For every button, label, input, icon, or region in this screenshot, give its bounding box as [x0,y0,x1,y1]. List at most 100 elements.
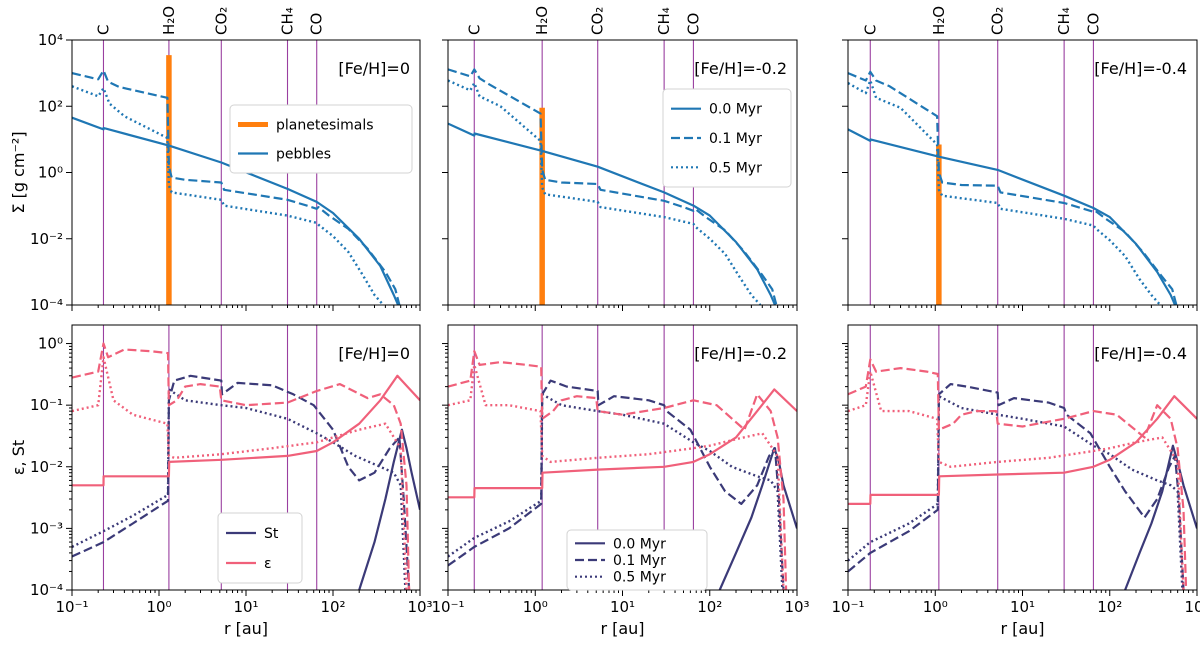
series-group [72,55,401,305]
legend-label: pebbles [276,147,331,163]
legend-label: ε [264,556,272,572]
y-tick-label: 10⁰ [38,164,63,182]
x-axis-label: r [au] [600,619,644,638]
x-tick-label: 10¹ [233,598,258,616]
x-tick-label: 10³ [407,598,432,616]
legend-label: 0.0 Myr [613,536,666,552]
y-tick-label: 10⁻² [30,458,63,476]
legend-label: planetesimals [276,118,374,134]
series-group [848,70,1178,305]
series--0-5-myr [448,363,785,590]
x-axis-label: r [au] [1000,619,1044,638]
series-group [448,350,797,590]
snowline-label: CH₄ [655,7,673,35]
panel-sigma-feh-0.2: C H₂O CO₂ CH₄ CO [Fe/H]=-0.2 0.0 Myr 0.1 Myr 0.5… [442,6,798,311]
series-st-0-1-myr [448,379,785,590]
series-0-0-myr [72,116,400,305]
x-tick-label: 10² [697,598,722,616]
panel-sigma-feh0: C H₂O CO₂ CH₄ CO 10⁻⁴ 10⁻² 10⁰ 10² 10⁴ Σ [g cm⁻²] [… [9,6,421,314]
y-tick-label: 10⁴ [38,31,63,49]
x-tick-label: 10² [1097,598,1122,616]
legend-box [229,104,413,174]
y-tick-label: 10⁻⁴ [30,296,63,314]
panel-label: [Fe/H]=0 [338,59,410,78]
legend-label: 0.1 Myr [709,131,762,147]
panel-label: [Fe/H]=-0.4 [1094,344,1187,363]
snowline-label: CO [684,13,702,35]
panel-label: [Fe/H]=-0.4 [1094,59,1187,78]
series-st-0-5-myr [448,393,784,590]
series-st-0-0-myr [358,428,420,590]
series-0-5-myr [848,79,1162,305]
x-tick-label: 10¹ [1010,598,1035,616]
legend-label: 0.5 Myr [613,570,666,586]
x-tick-label: 10⁻¹ [431,598,464,616]
panel-eps-feh-0.4: 10⁻¹ 10⁰ 10¹ 10² 10³ r [au] [Fe/H]=-0.4 [831,324,1200,638]
y-tick-label: 10⁻² [30,230,63,248]
axes-frame [847,39,1198,306]
series-0-5-myr [72,85,385,305]
snowline-label: CO₂ [589,7,607,35]
panel-eps-feh0: 10⁻¹ 10⁰ 10¹ 10² 10³ r [au] 10⁻⁴ 10⁻³ 10⁻² 10⁻¹ 10… [9,324,433,638]
x-tick-label: 10⁰ [923,598,948,616]
y-tick-label: 10⁻³ [30,519,63,537]
snowline-label: CO₂ [989,7,1007,35]
series--0-5-myr [848,370,1185,590]
series-st-0-5-myr [72,388,407,590]
axes-frame [847,324,1198,591]
legend-box [217,512,303,584]
x-tick-label: 10⁰ [146,598,171,616]
y-tick-label: 10⁻⁴ [30,581,63,599]
x-tick-label: 10³ [784,598,809,616]
series--0-0-myr [448,388,797,499]
x-tick-label: 10⁰ [523,598,548,616]
y-tick-label: 10⁻¹ [30,396,63,414]
series-st-0-0-myr [718,447,797,590]
legend: St ε [217,512,303,584]
snowline-label: H₂O [930,6,948,35]
snowline-label: C [94,25,112,35]
y-axis-label: Σ [g cm⁻²] [9,131,28,213]
x-axis-label: r [au] [224,619,268,638]
snowline-label: CH₄ [1055,7,1073,35]
legend-label: 0.5 Myr [709,160,762,176]
x-tick-label: 10⁻¹ [831,598,864,616]
series--0-0-myr [848,395,1197,505]
x-tick-label: 10² [320,598,345,616]
series--0-5-myr [72,356,408,590]
snowline-label: CO₂ [212,7,230,35]
series-st-0-5-myr [848,395,1184,590]
snowline-label: C [465,25,483,35]
y-tick-label: 10⁰ [38,335,63,353]
series--0-1-myr [848,358,1188,590]
series-0-1-myr [848,70,1178,305]
y-tick-label: 10² [38,97,63,115]
series-group [848,358,1197,590]
snowline-label: C [861,25,879,35]
snowline-label: CO [1084,13,1102,35]
series-st-0-1-myr [848,383,1185,590]
series--0-0-myr [72,374,420,487]
panel-label: [Fe/H]=0 [338,344,410,363]
x-tick-label: 10¹ [610,598,635,616]
y-axis-label: ε, St [9,440,28,475]
series--0-1-myr [72,342,411,590]
snowline-label: CO [308,13,326,35]
x-tick-label: 10⁻¹ [55,598,88,616]
legend: planetesimals pebbles [229,104,413,174]
panel-eps-feh-0.2: 10⁻¹ 10⁰ 10¹ 10² 10³ r [au] [Fe/H]=-0.2 0.0 Myr… [431,324,810,638]
legend-box [566,529,708,591]
series-0-1-myr [448,68,778,305]
series-group [72,342,420,590]
legend-label: 0.1 Myr [613,553,666,569]
series-0-1-myr [72,69,401,305]
legend-box [662,88,792,188]
snowline-label: H₂O [533,6,551,35]
panel-label: [Fe/H]=-0.2 [694,344,787,363]
snowline-label: H₂O [160,6,178,35]
x-tick-label: 10³ [1184,598,1200,616]
snowline-label: CH₄ [279,7,297,35]
